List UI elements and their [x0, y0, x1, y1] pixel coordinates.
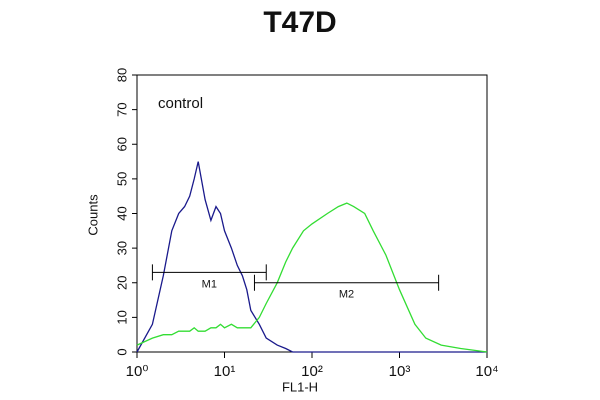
y-tick-label: 70: [114, 102, 129, 116]
y-tick-label: 60: [114, 137, 129, 151]
y-tick-label: 20: [114, 276, 129, 290]
marker-label: M1: [202, 278, 217, 290]
x-tick-label: 10¹: [214, 363, 236, 380]
y-tick-label: 30: [114, 241, 129, 255]
y-axis-label: Counts: [85, 194, 100, 236]
x-tick-label: 10⁰: [126, 363, 149, 380]
series-line: [136, 161, 487, 353]
series-line: [136, 202, 488, 353]
x-axis-label: FL1-H: [282, 379, 318, 394]
marker-label: M2: [339, 289, 354, 301]
y-tick-label: 50: [114, 172, 129, 186]
annotation: control: [158, 95, 203, 112]
x-tick-label: 10²: [301, 363, 323, 380]
y-tick-label: 80: [114, 68, 129, 82]
y-tick-label: 40: [114, 206, 129, 220]
y-tick-label: 0: [114, 348, 129, 355]
x-tick-label: 10⁴: [475, 363, 498, 380]
chart-title: T47D: [263, 6, 336, 39]
plot-frame: [136, 74, 488, 353]
y-tick-label: 10: [114, 310, 129, 324]
x-tick-label: 10³: [389, 363, 411, 380]
